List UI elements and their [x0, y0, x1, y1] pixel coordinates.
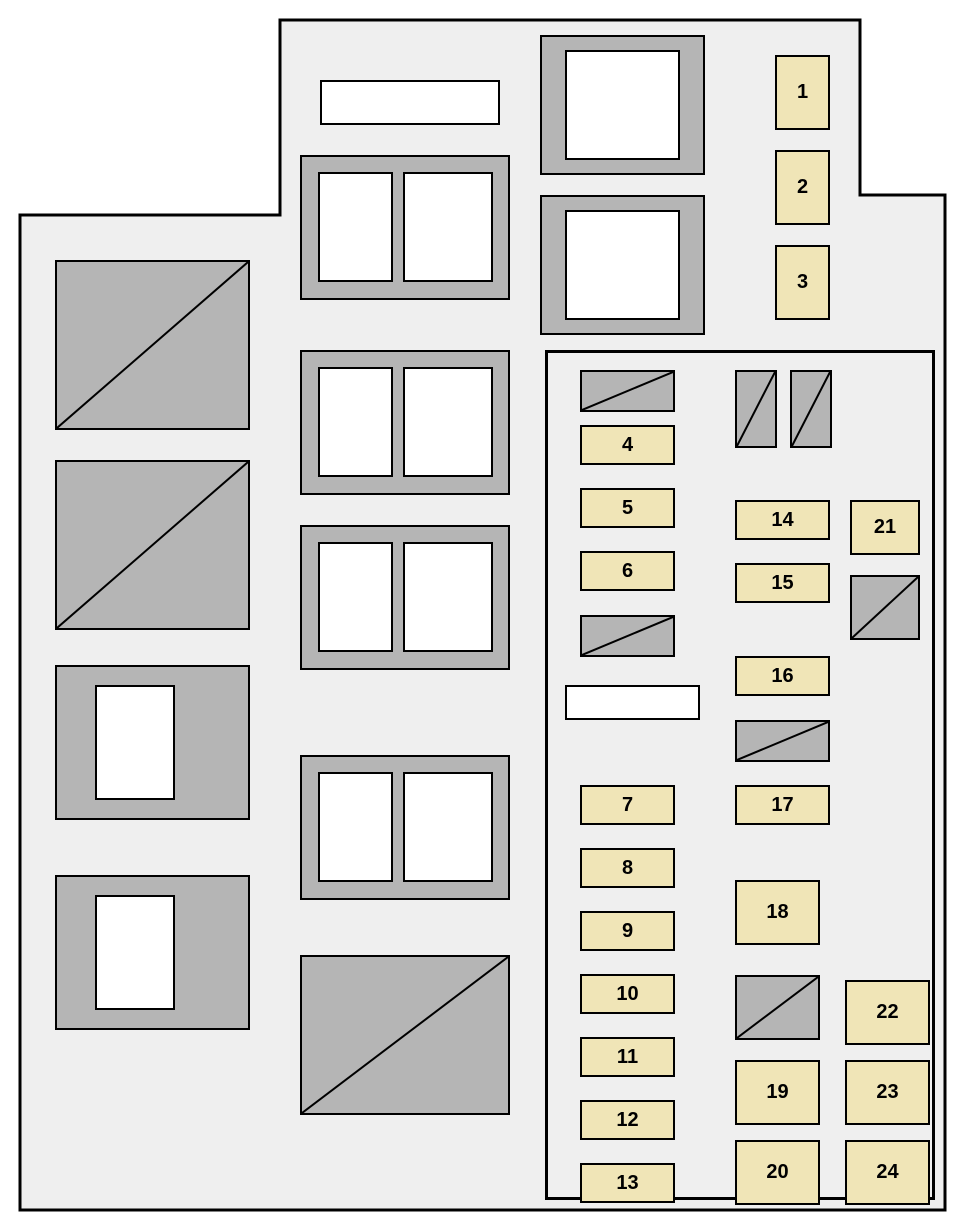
- fuse-21: 21: [850, 500, 920, 555]
- relay-slot: [95, 895, 175, 1010]
- fuse-17: 17: [735, 785, 830, 825]
- fuse-4: 4: [580, 425, 675, 465]
- empty-slot: [580, 370, 675, 412]
- slash-icon: [302, 957, 508, 1113]
- empty-slot: [300, 955, 510, 1115]
- fuse-box-diagram: 123456789101112131415161718192021222324: [0, 0, 965, 1225]
- fuse-15: 15: [735, 563, 830, 603]
- fuse-13: 13: [580, 1163, 675, 1203]
- white-slot: [320, 80, 500, 125]
- relay-slot: [95, 685, 175, 800]
- relay-slot: [565, 210, 680, 320]
- fuse-8: 8: [580, 848, 675, 888]
- slash-icon: [792, 372, 830, 446]
- fuse-22: 22: [845, 980, 930, 1045]
- relay-slot: [403, 367, 493, 477]
- fuse-23: 23: [845, 1060, 930, 1125]
- relay-slot: [403, 542, 493, 652]
- fuse-14: 14: [735, 500, 830, 540]
- fuse-16: 16: [735, 656, 830, 696]
- fuse-1: 1: [775, 55, 830, 130]
- fuse-18: 18: [735, 880, 820, 945]
- relay-slot: [565, 50, 680, 160]
- fuse-3: 3: [775, 245, 830, 320]
- empty-slot: [735, 370, 777, 448]
- relay-slot: [318, 772, 393, 882]
- fuse-5: 5: [580, 488, 675, 528]
- slash-icon: [737, 722, 828, 760]
- fuse-11: 11: [580, 1037, 675, 1077]
- fuse-7: 7: [580, 785, 675, 825]
- fuse-9: 9: [580, 911, 675, 951]
- slash-icon: [737, 977, 818, 1038]
- slash-icon: [737, 372, 775, 446]
- slash-icon: [582, 617, 673, 655]
- empty-slot: [55, 460, 250, 630]
- slash-icon: [852, 577, 918, 638]
- empty-slot: [850, 575, 920, 640]
- empty-slot: [735, 975, 820, 1040]
- fuse-19: 19: [735, 1060, 820, 1125]
- fuse-10: 10: [580, 974, 675, 1014]
- relay-slot: [318, 172, 393, 282]
- empty-slot: [55, 260, 250, 430]
- slash-icon: [57, 462, 248, 628]
- white-slot: [565, 685, 700, 720]
- fuse-6: 6: [580, 551, 675, 591]
- fuse-12: 12: [580, 1100, 675, 1140]
- empty-slot: [580, 615, 675, 657]
- relay-slot: [403, 772, 493, 882]
- fuse-20: 20: [735, 1140, 820, 1205]
- relay-slot: [318, 367, 393, 477]
- empty-slot: [790, 370, 832, 448]
- relay-slot: [318, 542, 393, 652]
- empty-slot: [735, 720, 830, 762]
- slash-icon: [582, 372, 673, 410]
- fuse-2: 2: [775, 150, 830, 225]
- fuse-24: 24: [845, 1140, 930, 1205]
- relay-slot: [403, 172, 493, 282]
- slash-icon: [57, 262, 248, 428]
